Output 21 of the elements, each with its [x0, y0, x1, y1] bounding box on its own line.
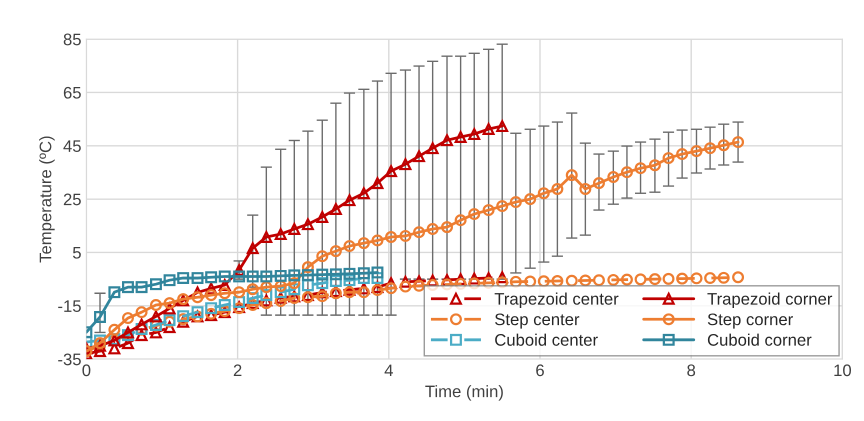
x-tick-label: 4 [384, 364, 393, 376]
legend-label: Cuboid center [495, 334, 598, 346]
legend-label: Trapezoid corner [707, 292, 832, 308]
y-axis-title: Temperature (ºC) [39, 136, 55, 262]
x-axis-title: Time (min) [425, 385, 503, 401]
y-tick-label: 5 [72, 247, 81, 259]
y-tick-label: 45 [63, 140, 81, 152]
y-tick-label: -15 [58, 300, 81, 312]
y-tick-label: 85 [64, 34, 81, 46]
legend-label: Step center [495, 313, 580, 329]
x-tick-label: 8 [687, 364, 696, 376]
x-tick-label: 10 [834, 364, 852, 376]
legend-label: Cuboid corner [708, 334, 812, 346]
y-tick-label: 65 [64, 86, 81, 99]
legend-label: Trapezoid center [494, 292, 618, 308]
x-tick-label: 6 [536, 364, 544, 376]
legend-label: Step corner [708, 313, 793, 329]
x-tick-label: 2 [234, 364, 242, 376]
y-tick-label: -35 [58, 354, 81, 366]
x-tick-label: 0 [82, 364, 90, 376]
y-tick-label: 25 [64, 194, 81, 206]
